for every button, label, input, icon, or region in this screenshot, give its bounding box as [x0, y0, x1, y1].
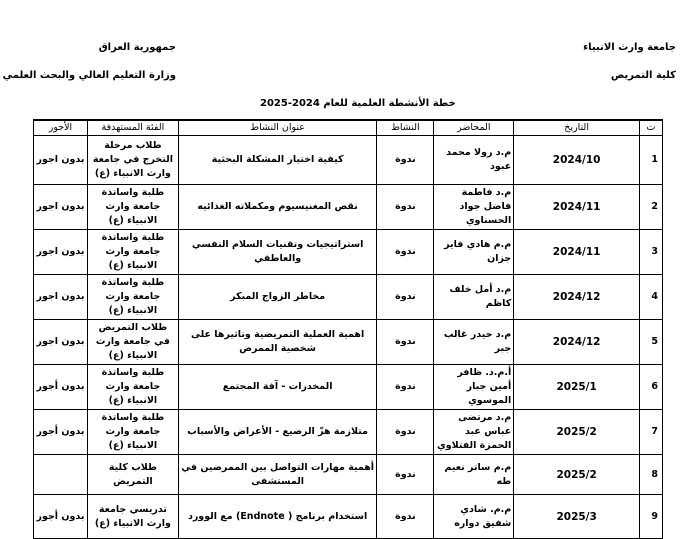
row-number: 4 [639, 274, 663, 320]
row-fee: بدون أجور [33, 364, 88, 410]
row-lecturer: م.د حيدر غالب جبر [433, 319, 515, 365]
row-number: 3 [639, 229, 663, 275]
col-header-number: ت [639, 119, 663, 136]
university-name: جامعة وارث الانبياء [583, 42, 676, 53]
col-header-lecturer: المحاضر [433, 119, 515, 136]
ministry-name: وزارة التعليم العالي والبحث العلمي [2, 70, 176, 81]
row-type: ندوة [376, 409, 435, 455]
row-title: اهمية العملية التمريضية وتاثيرها على شخص… [177, 319, 378, 365]
row-type: ندوة [376, 454, 435, 495]
row-type: ندوة [376, 135, 435, 185]
row-lecturer: م.د فاطمة فاضل جواد الحسناوي [433, 184, 515, 230]
row-title: مخاطر الزواج المبكر [177, 274, 378, 320]
row-type: ندوة [376, 319, 435, 365]
row-fee: بدون اجور [33, 229, 88, 275]
row-lecturer: م.م هادي فايز جزان [433, 229, 515, 275]
col-header-title: عنوان النشاط [177, 119, 378, 136]
row-type: ندوة [376, 494, 435, 539]
row-date: 2025/3 [513, 494, 641, 539]
row-title: استخدام برنامج ( Endnote) مع الوورد [177, 494, 378, 539]
row-target: طلاب التمريض في جامعة وارث الانبياء (ع) [86, 319, 179, 365]
row-type: ندوة [376, 184, 435, 230]
table-row: 6 2025/1 أ.م.د. ظافر أمين جبار الموسوي ندوة… [33, 364, 663, 410]
table-row: 5 2024/12 م.د حيدر غالب جبر ندوة اهمية العمل… [33, 319, 663, 365]
col-header-type: النشاط [376, 119, 435, 136]
row-target: طلبة واساتذة جامعة وارث الانبياء (ع) [86, 409, 179, 455]
row-number: 2 [639, 184, 663, 230]
row-date: 2024/11 [513, 184, 641, 230]
table-row: 4 2024/12 م.د أمل خلف كاظم ندوة مخاطر الزواج… [33, 274, 663, 320]
row-type: ندوة [376, 364, 435, 410]
table-row: 2 2024/11 م.د فاطمة فاضل جواد الحسناوي ندوة… [33, 184, 663, 230]
row-type: ندوة [376, 274, 435, 320]
row-date: 2025/1 [513, 364, 641, 410]
col-header-fee: الأجور [33, 119, 88, 136]
row-date: 2025/2 [513, 409, 641, 455]
row-number: 7 [639, 409, 663, 455]
row-fee: بدون أجور [33, 494, 88, 539]
row-target: طلبة واساتذة جامعة وارث الانبياء (ع) [86, 229, 179, 275]
college-name: كلية التمريض [610, 70, 676, 81]
row-date: 2024/11 [513, 229, 641, 275]
row-target: طلاب كلية التمريض [86, 454, 179, 495]
row-fee: بدون اجور [33, 274, 88, 320]
row-target: تدريسي جامعة وارث الانبياء (ع) [86, 494, 179, 539]
row-lecturer: أ.م.د. ظافر أمين جبار الموسوي [433, 364, 515, 410]
row-number: 9 [639, 494, 663, 539]
row-lecturer: م.د أمل خلف كاظم [433, 274, 515, 320]
row-title: كيفية اختيار المشكلة البحثية [177, 135, 378, 185]
table-header-row: ت التاريخ المحاضر النشاط عنوان النشاط ال… [33, 119, 663, 136]
country-name: جمهورية العراق [98, 42, 176, 53]
row-lecturer: م.م ساتر نعيم طه [433, 454, 515, 495]
table-row: 1 2024/10 م.د رولا محمد عبود ندوة كيفية اختي… [33, 135, 663, 185]
row-number: 5 [639, 319, 663, 365]
row-target: طلاب مرحلة التخرج في جامعة وارث الانبياء… [86, 135, 179, 185]
row-fee: بدون اجور [33, 135, 88, 185]
row-date: 2025/2 [513, 454, 641, 495]
row-title: أهمية مهارات التواصل بين الممرضين في الم… [177, 454, 378, 495]
table-row: 3 2024/11 م.م هادي فايز جزان ندوة استراتيجيا… [33, 229, 663, 275]
row-number: 6 [639, 364, 663, 410]
row-title: استراتيجيات وتقنيات السلام النفسي والعاط… [177, 229, 378, 275]
row-number: 8 [639, 454, 663, 495]
row-lecturer: م.د رولا محمد عبود [433, 135, 515, 185]
col-header-target: الفئة المستهدفة [86, 119, 179, 136]
activities-table: ت التاريخ المحاضر النشاط عنوان النشاط ال… [33, 119, 663, 539]
row-title: المخدرات - آفة المجتمع [177, 364, 378, 410]
row-title: نقص المغنيسيوم ومكملاته الغذائيه [177, 184, 378, 230]
row-target: طلبة واساتذة جامعة وارث الانبياء (ع) [86, 184, 179, 230]
row-date: 2024/12 [513, 274, 641, 320]
col-header-date: التاريخ [513, 119, 641, 136]
document-title: خطة الأنشطة العلمية للعام 2024-2025 [260, 98, 456, 109]
row-fee: بدون اجور [33, 184, 88, 230]
row-target: طلبة واساتذة جامعة وارث الانبياء (ع) [86, 274, 179, 320]
table-row: 9 2025/3 م.م. شادي شفيق دواره ندوة استخدام ب… [33, 494, 663, 539]
row-date: 2024/10 [513, 135, 641, 185]
row-type: ندوة [376, 229, 435, 275]
row-number: 1 [639, 135, 663, 185]
row-date: 2024/12 [513, 319, 641, 365]
row-title: متلازمة هزّ الرضيع - الأعراض والأسباب [177, 409, 378, 455]
table-row: 8 2025/2 م.م ساتر نعيم طه ندوة أهمية مهارات … [33, 454, 663, 495]
row-lecturer: م.م. شادي شفيق دواره [433, 494, 515, 539]
table-row: 7 2025/2 م.د مرتضى عباس عبد الحمزة الفتلاو… [33, 409, 663, 455]
row-lecturer: م.د مرتضى عباس عبد الحمزة الفتلاوي [433, 409, 515, 455]
row-target: طلبة واساتذة جامعة وارث الانبياء (ع) [86, 364, 179, 410]
row-fee [33, 454, 88, 495]
row-fee: بدون أجور [33, 409, 88, 455]
row-fee: بدون اجور [33, 319, 88, 365]
